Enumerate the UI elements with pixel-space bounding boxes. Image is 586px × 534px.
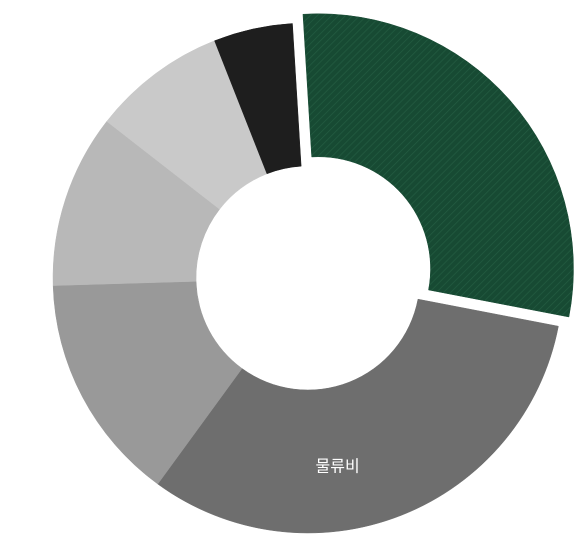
pie-slice-5[interactable] — [214, 23, 302, 175]
labels-layer: 물류비 — [316, 457, 360, 476]
pie-slice-2-shape[interactable] — [52, 281, 243, 485]
pie-slice-5-shape[interactable] — [214, 23, 302, 175]
pie-slice-3-shape[interactable] — [52, 121, 220, 286]
slices-layer — [52, 13, 574, 534]
pie-slice-3[interactable] — [52, 121, 220, 286]
pie-slice-1[interactable] — [157, 298, 559, 534]
pie-slice-2[interactable] — [52, 281, 243, 485]
pie-slice-1-shape[interactable] — [157, 298, 559, 534]
pie-slice-0[interactable] — [302, 13, 574, 318]
pie-slice-0-hatch — [302, 13, 574, 317]
pie-slice-1-label: 물류비 — [316, 457, 360, 476]
